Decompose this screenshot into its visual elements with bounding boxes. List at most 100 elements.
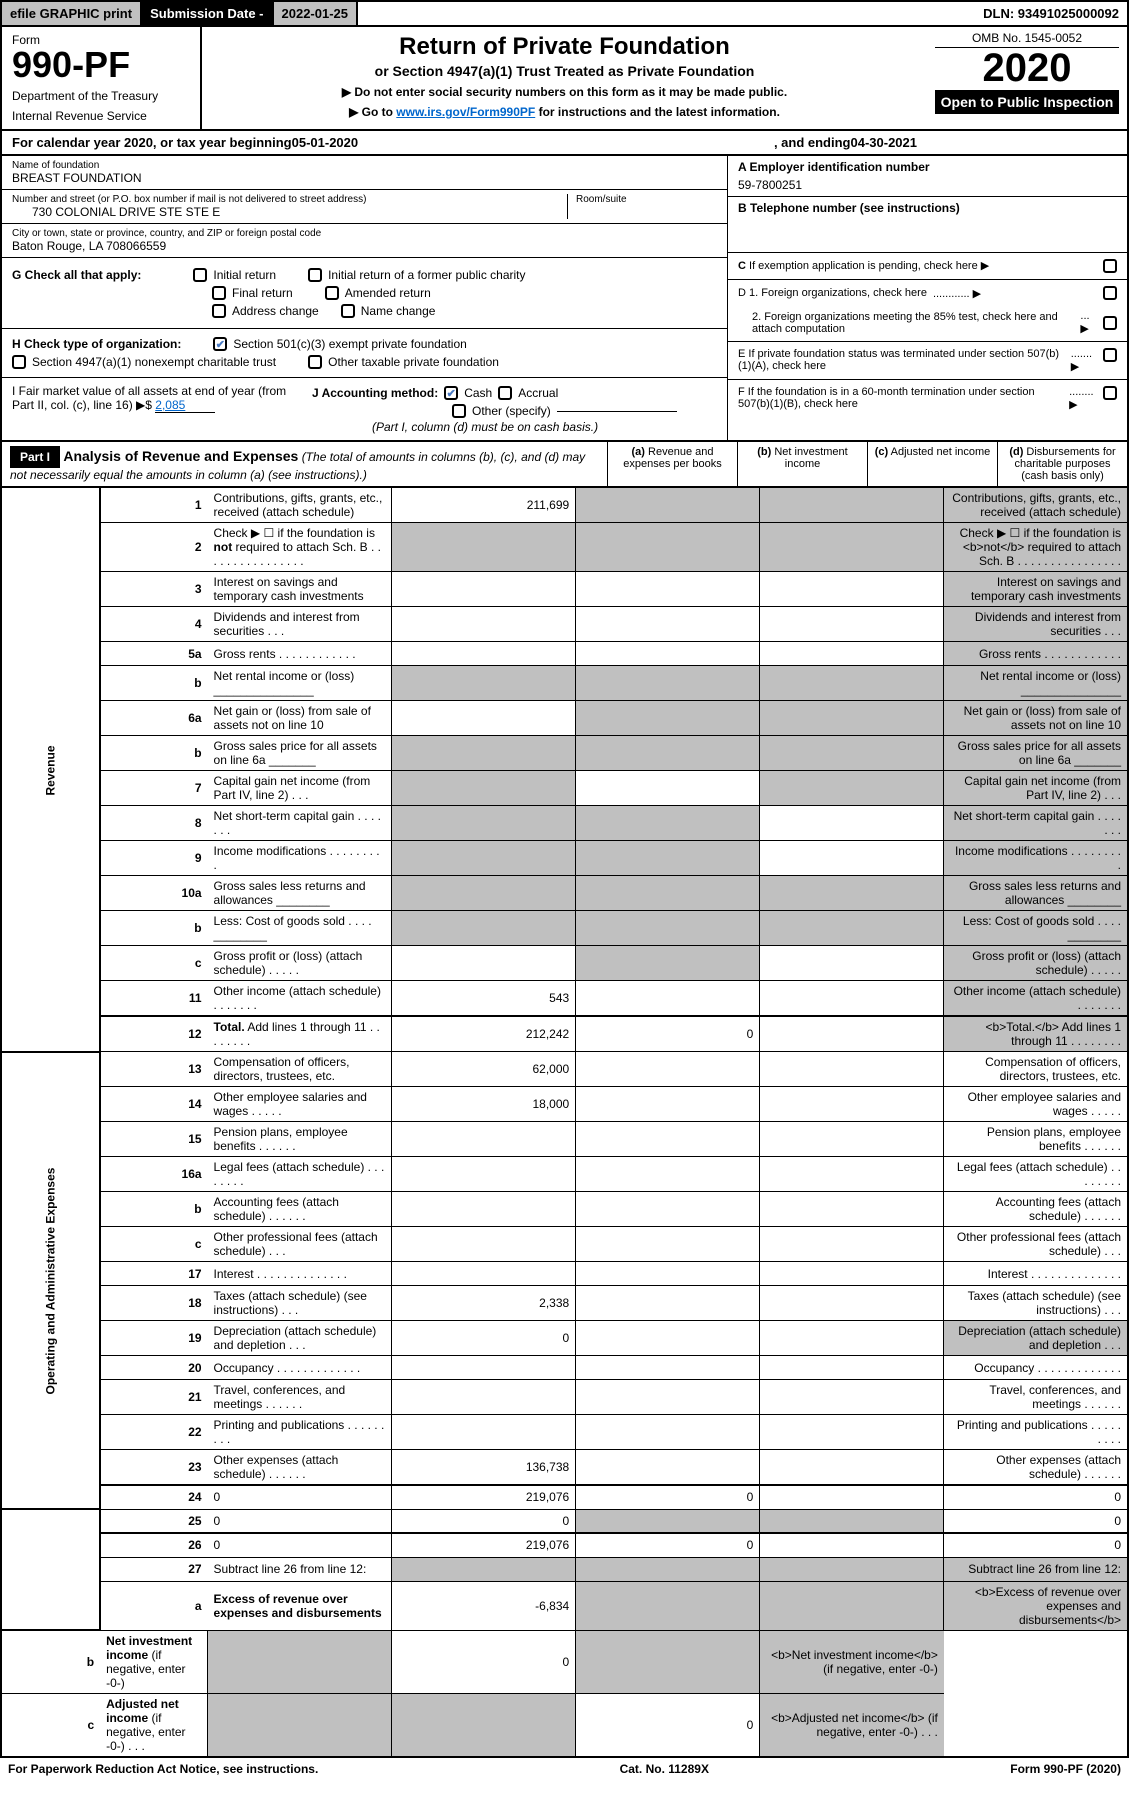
line-value-b bbox=[576, 1380, 760, 1415]
line-value-b bbox=[392, 1693, 576, 1757]
line-value-b bbox=[576, 1321, 760, 1356]
line-number: 22 bbox=[100, 1415, 207, 1450]
table-row: bNet rental income or (loss) ___________… bbox=[1, 666, 1128, 701]
checkbox-other-taxable[interactable] bbox=[308, 355, 322, 369]
table-row: 27Subtract line 26 from line 12:Subtract… bbox=[1, 1557, 1128, 1581]
line-number: c bbox=[100, 1227, 207, 1262]
table-row: bLess: Cost of goods sold . . . . ______… bbox=[1, 911, 1128, 946]
line-value-d: Net rental income or (loss) ____________… bbox=[944, 666, 1128, 701]
line-value-b bbox=[576, 981, 760, 1017]
checkbox-f[interactable] bbox=[1103, 386, 1117, 400]
col-d-header: (d) Disbursements for charitable purpose… bbox=[997, 442, 1127, 486]
line-value-a bbox=[392, 911, 576, 946]
line-number: 6a bbox=[100, 701, 207, 736]
checkbox-cash[interactable]: ✔ bbox=[444, 386, 458, 400]
line-value-a: 0 bbox=[392, 1509, 576, 1533]
submission-date-label: Submission Date - bbox=[142, 2, 273, 25]
line-value-d: Other expenses (attach schedule) . . . .… bbox=[944, 1450, 1128, 1486]
line-value-c bbox=[760, 736, 944, 771]
line-value-c bbox=[760, 1016, 944, 1052]
checkbox-4947a1[interactable] bbox=[12, 355, 26, 369]
submission-date-value: 2022-01-25 bbox=[274, 2, 359, 25]
line-description: 0 bbox=[208, 1533, 392, 1557]
line-value-c bbox=[760, 876, 944, 911]
city-cell: City or town, state or province, country… bbox=[2, 224, 727, 258]
line-value-d: <b>Net investment income</b> (if negativ… bbox=[760, 1630, 944, 1693]
line-number: 12 bbox=[100, 1016, 207, 1052]
form-ref: Form 990-PF (2020) bbox=[1010, 1762, 1121, 1776]
section-d: D 1. Foreign organizations, check here..… bbox=[728, 280, 1127, 342]
line-number: b bbox=[1, 1630, 100, 1693]
line-value-c bbox=[760, 1262, 944, 1286]
checkbox-initial-return[interactable] bbox=[193, 268, 207, 282]
fmv-value[interactable]: 2,085 bbox=[155, 398, 215, 413]
line-value-d: Check ▶ ☐ if the foundation is <b>not</b… bbox=[944, 523, 1128, 572]
line-number: 26 bbox=[100, 1533, 207, 1557]
checkbox-accrual[interactable] bbox=[498, 386, 512, 400]
i-label: I Fair market value of all assets at end… bbox=[12, 384, 286, 412]
line-value-b bbox=[576, 1356, 760, 1380]
line-value-c bbox=[760, 607, 944, 642]
j-note: (Part I, column (d) must be on cash basi… bbox=[312, 420, 717, 434]
form-id-block: Form 990-PF Department of the Treasury I… bbox=[2, 27, 202, 129]
line-value-a bbox=[392, 1192, 576, 1227]
checkbox-d2[interactable] bbox=[1103, 316, 1117, 330]
line-description: Net rental income or (loss) ____________… bbox=[208, 666, 392, 701]
line-value-a bbox=[392, 1157, 576, 1192]
line-value-a bbox=[392, 1122, 576, 1157]
checkbox-amended-return[interactable] bbox=[325, 286, 339, 300]
line-description: Adjusted net income (if negative, enter … bbox=[100, 1693, 207, 1757]
line-number: 9 bbox=[100, 841, 207, 876]
catalog-number: Cat. No. 11289X bbox=[620, 1762, 709, 1776]
table-row: 25000 bbox=[1, 1509, 1128, 1533]
line-value-a bbox=[392, 1262, 576, 1286]
line-value-a bbox=[392, 1380, 576, 1415]
paperwork-notice: For Paperwork Reduction Act Notice, see … bbox=[8, 1762, 318, 1776]
open-inspection-badge: Open to Public Inspection bbox=[935, 90, 1119, 114]
line-description: Income modifications . . . . . . . . . bbox=[208, 841, 392, 876]
net-section-label bbox=[1, 1509, 100, 1630]
foundation-name-cell: Name of foundation BREAST FOUNDATION bbox=[2, 156, 727, 190]
irs-link[interactable]: www.irs.gov/Form990PF bbox=[396, 105, 535, 119]
checkbox-d1[interactable] bbox=[1103, 286, 1117, 300]
line-value-a: 219,076 bbox=[392, 1533, 576, 1557]
line-value-c bbox=[760, 806, 944, 841]
checkbox-501c3[interactable]: ✔ bbox=[213, 337, 227, 351]
table-row: cGross profit or (loss) (attach schedule… bbox=[1, 946, 1128, 981]
line-description: Other employee salaries and wages . . . … bbox=[208, 1087, 392, 1122]
line-value-c bbox=[760, 1157, 944, 1192]
line-value-a bbox=[208, 1630, 392, 1693]
line-description: Taxes (attach schedule) (see instruction… bbox=[208, 1286, 392, 1321]
j-label: J Accounting method: bbox=[312, 386, 438, 400]
checkbox-initial-former[interactable] bbox=[308, 268, 322, 282]
checkbox-final-return[interactable] bbox=[212, 286, 226, 300]
checkbox-other-method[interactable] bbox=[452, 404, 466, 418]
checkbox-name-change[interactable] bbox=[341, 304, 355, 318]
table-row: 18Taxes (attach schedule) (see instructi… bbox=[1, 1286, 1128, 1321]
line-value-d: Travel, conferences, and meetings . . . … bbox=[944, 1380, 1128, 1415]
form-title-block: Return of Private Foundation or Section … bbox=[202, 27, 927, 129]
line-value-c bbox=[760, 1192, 944, 1227]
form-year-block: OMB No. 1545-0052 2020 Open to Public In… bbox=[927, 27, 1127, 129]
line-number: 13 bbox=[100, 1052, 207, 1087]
part1-header-row: Part I Analysis of Revenue and Expenses … bbox=[0, 442, 1129, 488]
table-row: bAccounting fees (attach schedule) . . .… bbox=[1, 1192, 1128, 1227]
line-value-c bbox=[760, 523, 944, 572]
line-value-a: 211,699 bbox=[392, 488, 576, 523]
checkbox-c[interactable] bbox=[1103, 259, 1117, 273]
line-value-d: Gross sales less returns and allowances … bbox=[944, 876, 1128, 911]
line-value-c bbox=[760, 1485, 944, 1509]
table-row: 260219,07600 bbox=[1, 1533, 1128, 1557]
line-value-c bbox=[760, 946, 944, 981]
line-number: c bbox=[100, 946, 207, 981]
checkbox-address-change[interactable] bbox=[212, 304, 226, 318]
line-value-d: Legal fees (attach schedule) . . . . . .… bbox=[944, 1157, 1128, 1192]
line-value-c bbox=[760, 1286, 944, 1321]
checkbox-e[interactable] bbox=[1103, 348, 1117, 362]
line-value-b bbox=[576, 841, 760, 876]
line-description: Interest . . . . . . . . . . . . . . bbox=[208, 1262, 392, 1286]
line-value-b: 0 bbox=[576, 1485, 760, 1509]
line-value-c bbox=[760, 1509, 944, 1533]
line-description: Subtract line 26 from line 12: bbox=[208, 1557, 392, 1581]
line-value-a: 62,000 bbox=[392, 1052, 576, 1087]
